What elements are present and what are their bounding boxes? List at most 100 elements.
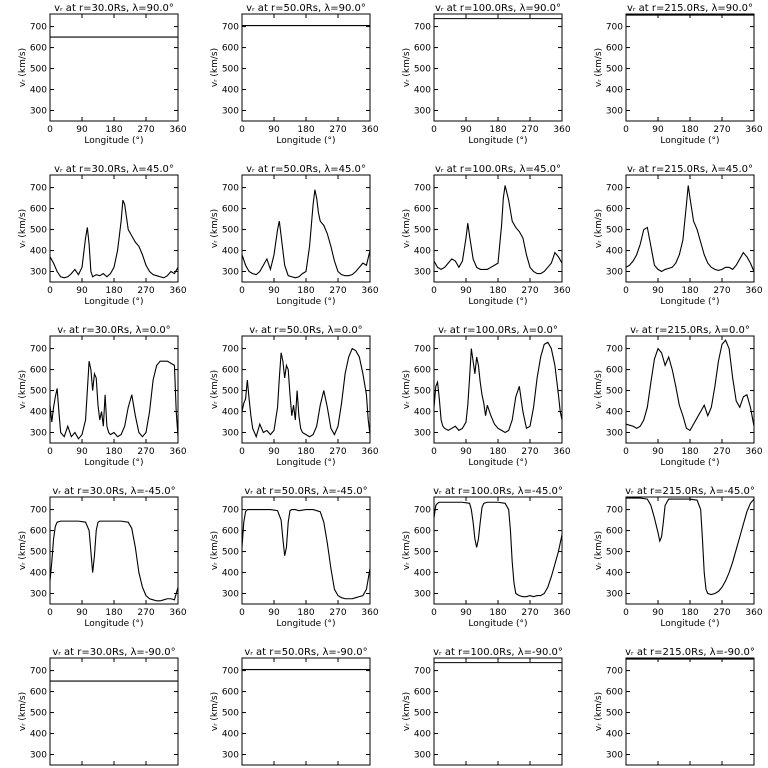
x-tick-label: 90	[76, 608, 88, 618]
y-tick-label: 500	[606, 65, 623, 75]
plot-frame	[433, 496, 563, 605]
y-tick-label: 600	[606, 688, 623, 698]
x-axis-label: Longitude (°)	[84, 458, 143, 468]
x-tick-label: 0	[623, 125, 629, 135]
y-tick-label: 300	[606, 590, 623, 600]
x-axis-label: Longitude (°)	[276, 458, 335, 468]
chart-panel-10: vᵣ at r=50.0Rs, λ=0.0° 0 90 180 270 360 300 400…	[210, 325, 379, 468]
x-tick-label: 270	[521, 608, 538, 618]
y-tick-label: 300	[606, 268, 623, 278]
series-line-1	[50, 520, 178, 602]
y-tick-label: 600	[222, 366, 239, 376]
x-tick-label: 90	[652, 286, 664, 296]
y-tick-label: 300	[414, 590, 431, 600]
y-axis-label: vᵣ (km/s)	[402, 692, 412, 731]
chart-panel-14: vᵣ at r=50.0Rs, λ=-45.0° 0 90 180 270 360 300 4…	[210, 486, 379, 629]
y-axis-label: vᵣ (km/s)	[210, 48, 220, 87]
panel-title: vᵣ at r=50.0Rs, λ=90.0°	[246, 3, 366, 14]
x-tick-label: 360	[361, 608, 378, 618]
x-tick-label: 90	[268, 447, 280, 457]
y-tick-label: 700	[222, 667, 239, 677]
y-tick-label: 700	[414, 667, 431, 677]
y-tick-label: 600	[414, 366, 431, 376]
x-tick-label: 180	[681, 447, 698, 457]
y-tick-label: 300	[222, 107, 239, 117]
y-tick-label: 300	[414, 107, 431, 117]
series-line-1	[50, 360, 178, 440]
y-tick-label: 500	[30, 709, 47, 719]
y-tick-label: 400	[222, 86, 239, 96]
chart-panel-7: vᵣ at r=100.0Rs, λ=45.0° 0 90 180 270 360 300 4…	[402, 164, 571, 307]
x-tick-label: 0	[47, 608, 53, 618]
y-tick-label: 600	[414, 688, 431, 698]
y-axis-label: vᵣ (km/s)	[18, 48, 28, 87]
y-tick-label: 500	[414, 226, 431, 236]
x-tick-label: 0	[431, 125, 437, 135]
panel-title: vᵣ at r=100.0Rs, λ=90.0°	[435, 3, 561, 14]
y-tick-label: 500	[30, 65, 47, 75]
y-tick-label: 400	[606, 86, 623, 96]
x-axis-label: Longitude (°)	[468, 458, 527, 468]
chart-panel-16: vᵣ at r=215.0Rs, λ=-45.0° 0 90 180 270 360 300…	[594, 486, 763, 629]
y-tick-label: 400	[30, 86, 47, 96]
y-tick-label: 600	[606, 205, 623, 215]
y-tick-label: 300	[222, 268, 239, 278]
y-tick-label: 500	[30, 387, 47, 397]
x-tick-label: 360	[745, 608, 762, 618]
x-tick-label: 180	[105, 286, 122, 296]
x-tick-label: 180	[681, 608, 698, 618]
plot-frame	[49, 13, 179, 122]
y-tick-label: 700	[606, 345, 623, 355]
x-axis-label: Longitude (°)	[468, 297, 527, 307]
x-tick-label: 270	[713, 447, 730, 457]
x-tick-label: 0	[47, 125, 53, 135]
panel-title: vᵣ at r=50.0Rs, λ=-45.0°	[244, 486, 367, 497]
x-tick-label: 90	[268, 125, 280, 135]
y-axis-label: vᵣ (km/s)	[18, 209, 28, 248]
x-tick-label: 180	[297, 286, 314, 296]
y-tick-label: 500	[30, 548, 47, 558]
y-tick-label: 300	[30, 268, 47, 278]
series-line-1	[242, 509, 370, 600]
y-tick-label: 700	[222, 184, 239, 194]
x-tick-label: 180	[489, 608, 506, 618]
panel-title: vᵣ at r=50.0Rs, λ=-90.0°	[244, 647, 367, 658]
x-tick-label: 360	[169, 447, 186, 457]
panel-title: vᵣ at r=215.0Rs, λ=-90.0°	[625, 647, 755, 658]
panel-title: vᵣ at r=50.0Rs, λ=0.0°	[249, 325, 362, 336]
x-tick-label: 90	[460, 125, 472, 135]
y-tick-label: 500	[30, 226, 47, 236]
y-axis-label: vᵣ (km/s)	[210, 531, 220, 570]
y-tick-label: 600	[414, 527, 431, 537]
y-tick-label: 300	[606, 107, 623, 117]
chart-panel-12: vᵣ at r=215.0Rs, λ=0.0° 0 90 180 270 360 300 40…	[594, 325, 763, 468]
y-tick-label: 400	[30, 247, 47, 257]
y-tick-label: 700	[222, 345, 239, 355]
x-tick-label: 270	[137, 286, 154, 296]
x-axis-label: Longitude (°)	[276, 136, 335, 146]
series-line-1	[626, 185, 754, 273]
plot-frame	[241, 496, 371, 605]
y-axis-label: vᵣ (km/s)	[210, 370, 220, 409]
y-tick-label: 700	[30, 23, 47, 33]
y-tick-label: 500	[606, 709, 623, 719]
x-tick-label: 270	[521, 125, 538, 135]
panel-title: vᵣ at r=215.0Rs, λ=45.0°	[627, 164, 753, 175]
panel-title: vᵣ at r=30.0Rs, λ=-45.0°	[52, 486, 175, 497]
chart-panel-20: vᵣ at r=215.0Rs, λ=-90.0°090180270360300…	[594, 647, 755, 766]
x-tick-label: 0	[47, 447, 53, 457]
x-tick-label: 360	[169, 125, 186, 135]
y-tick-label: 300	[414, 751, 431, 761]
series-line-1	[434, 501, 562, 598]
x-tick-label: 270	[521, 286, 538, 296]
x-axis-label: Longitude (°)	[84, 619, 143, 629]
y-tick-label: 300	[30, 107, 47, 117]
x-axis-label: Longitude (°)	[468, 136, 527, 146]
x-tick-label: 360	[745, 286, 762, 296]
x-tick-label: 270	[521, 447, 538, 457]
x-tick-label: 180	[297, 608, 314, 618]
y-tick-label: 400	[222, 247, 239, 257]
y-tick-label: 600	[30, 366, 47, 376]
y-axis-label: vᵣ (km/s)	[210, 692, 220, 731]
